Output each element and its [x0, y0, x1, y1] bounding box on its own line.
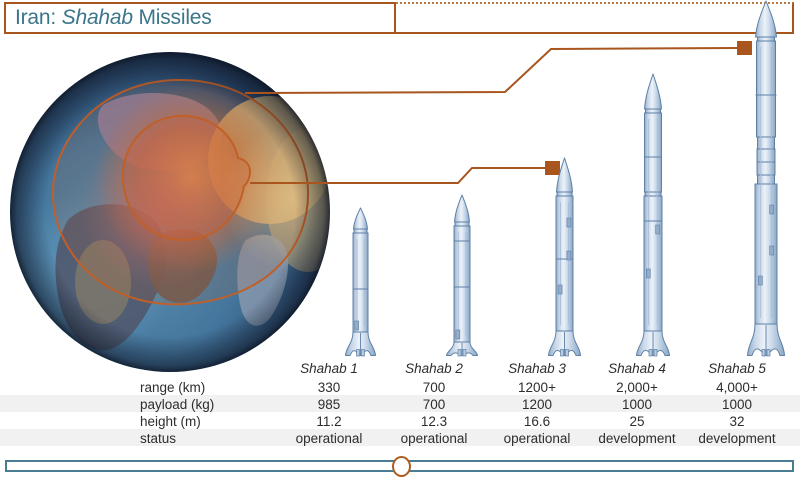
missile-name-label-shahab-5: Shahab 5 — [708, 361, 766, 376]
missile-hatch — [655, 224, 660, 235]
status-value-shahab-5: development — [698, 431, 776, 446]
missile-hatch — [646, 268, 651, 279]
missile-name-label-shahab-1: Shahab 1 — [300, 361, 358, 376]
missile-nose-cone — [352, 207, 368, 230]
missile-nozzle — [564, 349, 569, 357]
missile-name-label-shahab-2: Shahab 2 — [405, 361, 463, 376]
status-value-shahab-4: development — [598, 431, 676, 446]
missile-nozzle — [653, 349, 658, 357]
height-value-shahab-1: 11.2 — [316, 414, 342, 429]
timeline-slider-handle[interactable] — [392, 456, 411, 477]
missile-body — [555, 195, 573, 332]
title-suffix: Missiles — [132, 6, 212, 29]
row-stripe — [0, 429, 800, 446]
range-value-shahab-4: 2,000+ — [616, 380, 658, 395]
row-label-height: height (m) — [140, 414, 201, 429]
missile-nozzle — [462, 349, 467, 357]
range-value-shahab-2: 700 — [422, 380, 446, 395]
missile-body — [352, 232, 368, 333]
missile-hatch — [769, 245, 775, 256]
status-value-shahab-1: operational — [295, 431, 363, 446]
missile-shahab-3 — [547, 157, 581, 357]
missile-name-label-shahab-4: Shahab 4 — [608, 361, 666, 376]
payload-value-shahab-3: 1200 — [521, 397, 553, 412]
missile-hatch — [566, 250, 571, 261]
title-box: Iran: Shahab Missiles — [4, 2, 396, 34]
missile-collar — [454, 221, 470, 227]
missile-hatch — [769, 204, 775, 215]
missile-collar — [556, 191, 572, 197]
missile-shahab-1 — [344, 207, 376, 357]
missile-nose-cone — [454, 194, 470, 223]
height-value-shahab-4: 25 — [629, 414, 645, 429]
status-value-shahab-3: operational — [503, 431, 571, 446]
missile-nozzle — [761, 349, 766, 357]
height-value-shahab-3: 16.6 — [523, 414, 551, 429]
callout-marker-shahab5 — [737, 41, 752, 55]
header-band-extension — [396, 2, 794, 34]
missile-nozzle — [648, 349, 653, 357]
title-prefix: Iran: — [15, 6, 62, 29]
missile-hatch — [353, 320, 359, 331]
payload-value-shahab-2: 700 — [422, 397, 446, 412]
callout-line-shahab3 — [250, 167, 545, 184]
missile-nozzle — [559, 349, 564, 357]
missile-hatch — [566, 217, 571, 228]
missile-nose-cone — [755, 0, 777, 38]
row-label-range: range (km) — [140, 380, 206, 395]
status-value-shahab-2: operational — [400, 431, 468, 446]
missile-nozzle — [457, 349, 462, 357]
height-value-shahab-2: 12.3 — [420, 414, 448, 429]
payload-value-shahab-5: 1000 — [721, 397, 753, 412]
callout-marker-shahab3 — [545, 161, 560, 175]
missile-body — [756, 161, 776, 176]
missile-body — [644, 191, 662, 197]
missile-collar — [353, 228, 367, 234]
missile-hatch — [455, 329, 461, 340]
missile-shahab-5 — [747, 0, 785, 357]
payload-value-shahab-4: 1000 — [621, 397, 653, 412]
missile-body — [643, 195, 663, 332]
missile-nozzle — [355, 349, 360, 357]
missile-hatch — [557, 284, 562, 295]
range-map-globe — [10, 52, 330, 372]
row-label-status: status — [140, 431, 177, 446]
missile-shahab-2 — [446, 194, 478, 357]
missile-collar — [645, 108, 661, 114]
range-value-shahab-5: 4,000+ — [716, 380, 758, 395]
missile-nose-cone — [644, 73, 662, 110]
missile-body — [757, 174, 775, 185]
payload-value-shahab-1: 985 — [317, 397, 341, 412]
globe-vignette — [10, 52, 330, 372]
missile-nozzle — [766, 349, 771, 357]
missile-body — [453, 225, 471, 343]
row-stripe — [0, 395, 800, 412]
height-value-shahab-5: 32 — [729, 414, 745, 429]
row-label-payload: payload (kg) — [140, 397, 215, 412]
missile-body — [644, 112, 662, 193]
missile-shahab-4 — [636, 73, 670, 357]
callout-line-shahab5 — [244, 47, 738, 94]
missile-body — [757, 136, 775, 150]
missile-body — [756, 40, 776, 138]
missile-hatch — [757, 275, 763, 286]
range-value-shahab-3: 1200+ — [518, 380, 556, 395]
missile-name-label-shahab-3: Shahab 3 — [508, 361, 566, 376]
missile-collar — [757, 36, 775, 42]
range-value-shahab-1: 330 — [317, 380, 341, 395]
title-italic: Shahab — [61, 6, 133, 29]
missile-body — [756, 148, 776, 163]
page-title: Iran: Shahab Missiles — [15, 6, 212, 30]
missile-nozzle — [360, 349, 365, 357]
missile-nose-cone — [555, 157, 573, 193]
